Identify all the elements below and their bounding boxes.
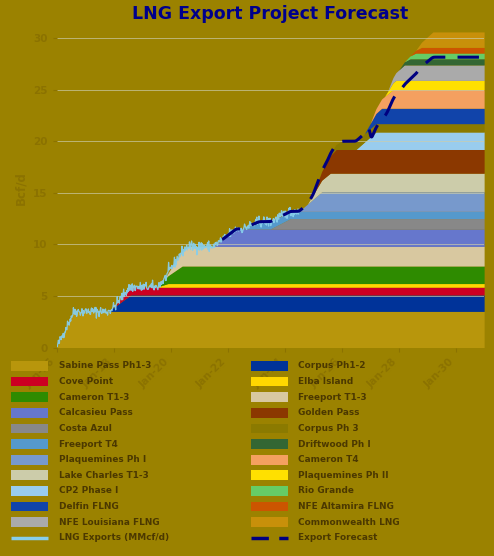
FancyBboxPatch shape: [251, 502, 288, 512]
Text: Calcasieu Pass: Calcasieu Pass: [59, 408, 132, 418]
Text: Plaquemines Ph I: Plaquemines Ph I: [59, 455, 146, 464]
Text: Freeport T1-3: Freeport T1-3: [298, 393, 367, 401]
Text: Rio Grande: Rio Grande: [298, 486, 354, 495]
Text: Golden Pass: Golden Pass: [298, 408, 360, 418]
Text: CP2 Phase I: CP2 Phase I: [59, 486, 118, 495]
Text: Driftwood Ph I: Driftwood Ph I: [298, 440, 371, 449]
FancyBboxPatch shape: [11, 517, 48, 527]
Text: Elba Island: Elba Island: [298, 377, 354, 386]
FancyBboxPatch shape: [11, 377, 48, 386]
FancyBboxPatch shape: [251, 486, 288, 496]
FancyBboxPatch shape: [251, 517, 288, 527]
FancyBboxPatch shape: [11, 502, 48, 512]
FancyBboxPatch shape: [251, 408, 288, 418]
Text: Sabine Pass Ph1-3: Sabine Pass Ph1-3: [59, 361, 151, 370]
FancyBboxPatch shape: [11, 408, 48, 418]
FancyBboxPatch shape: [11, 439, 48, 449]
Y-axis label: Bcf/d: Bcf/d: [15, 171, 28, 205]
FancyBboxPatch shape: [251, 439, 288, 449]
Text: Freeport T4: Freeport T4: [59, 440, 118, 449]
Text: Export Forecast: Export Forecast: [298, 533, 378, 542]
FancyBboxPatch shape: [11, 455, 48, 465]
FancyBboxPatch shape: [251, 470, 288, 480]
FancyBboxPatch shape: [251, 393, 288, 402]
Text: Cameron T4: Cameron T4: [298, 455, 359, 464]
FancyBboxPatch shape: [11, 424, 48, 433]
Text: Lake Charles T1-3: Lake Charles T1-3: [59, 471, 149, 480]
FancyBboxPatch shape: [11, 486, 48, 496]
Text: Delfin FLNG: Delfin FLNG: [59, 502, 119, 511]
Text: Cove Point: Cove Point: [59, 377, 113, 386]
FancyBboxPatch shape: [11, 361, 48, 371]
Title: LNG Export Project Forecast: LNG Export Project Forecast: [132, 6, 409, 23]
FancyBboxPatch shape: [251, 377, 288, 386]
Text: NFE Altamira FLNG: NFE Altamira FLNG: [298, 502, 394, 511]
Text: NFE Louisiana FLNG: NFE Louisiana FLNG: [59, 518, 160, 527]
Text: Corpus Ph1-2: Corpus Ph1-2: [298, 361, 366, 370]
Text: Plaquemines Ph II: Plaquemines Ph II: [298, 471, 389, 480]
FancyBboxPatch shape: [251, 455, 288, 465]
FancyBboxPatch shape: [11, 470, 48, 480]
Text: Cameron T1-3: Cameron T1-3: [59, 393, 129, 401]
Text: LNG Exports (MMcf/d): LNG Exports (MMcf/d): [59, 533, 169, 542]
Text: Commonwealth LNG: Commonwealth LNG: [298, 518, 400, 527]
Text: Corpus Ph 3: Corpus Ph 3: [298, 424, 359, 433]
FancyBboxPatch shape: [251, 361, 288, 371]
FancyBboxPatch shape: [251, 424, 288, 433]
FancyBboxPatch shape: [11, 393, 48, 402]
Text: Costa Azul: Costa Azul: [59, 424, 112, 433]
